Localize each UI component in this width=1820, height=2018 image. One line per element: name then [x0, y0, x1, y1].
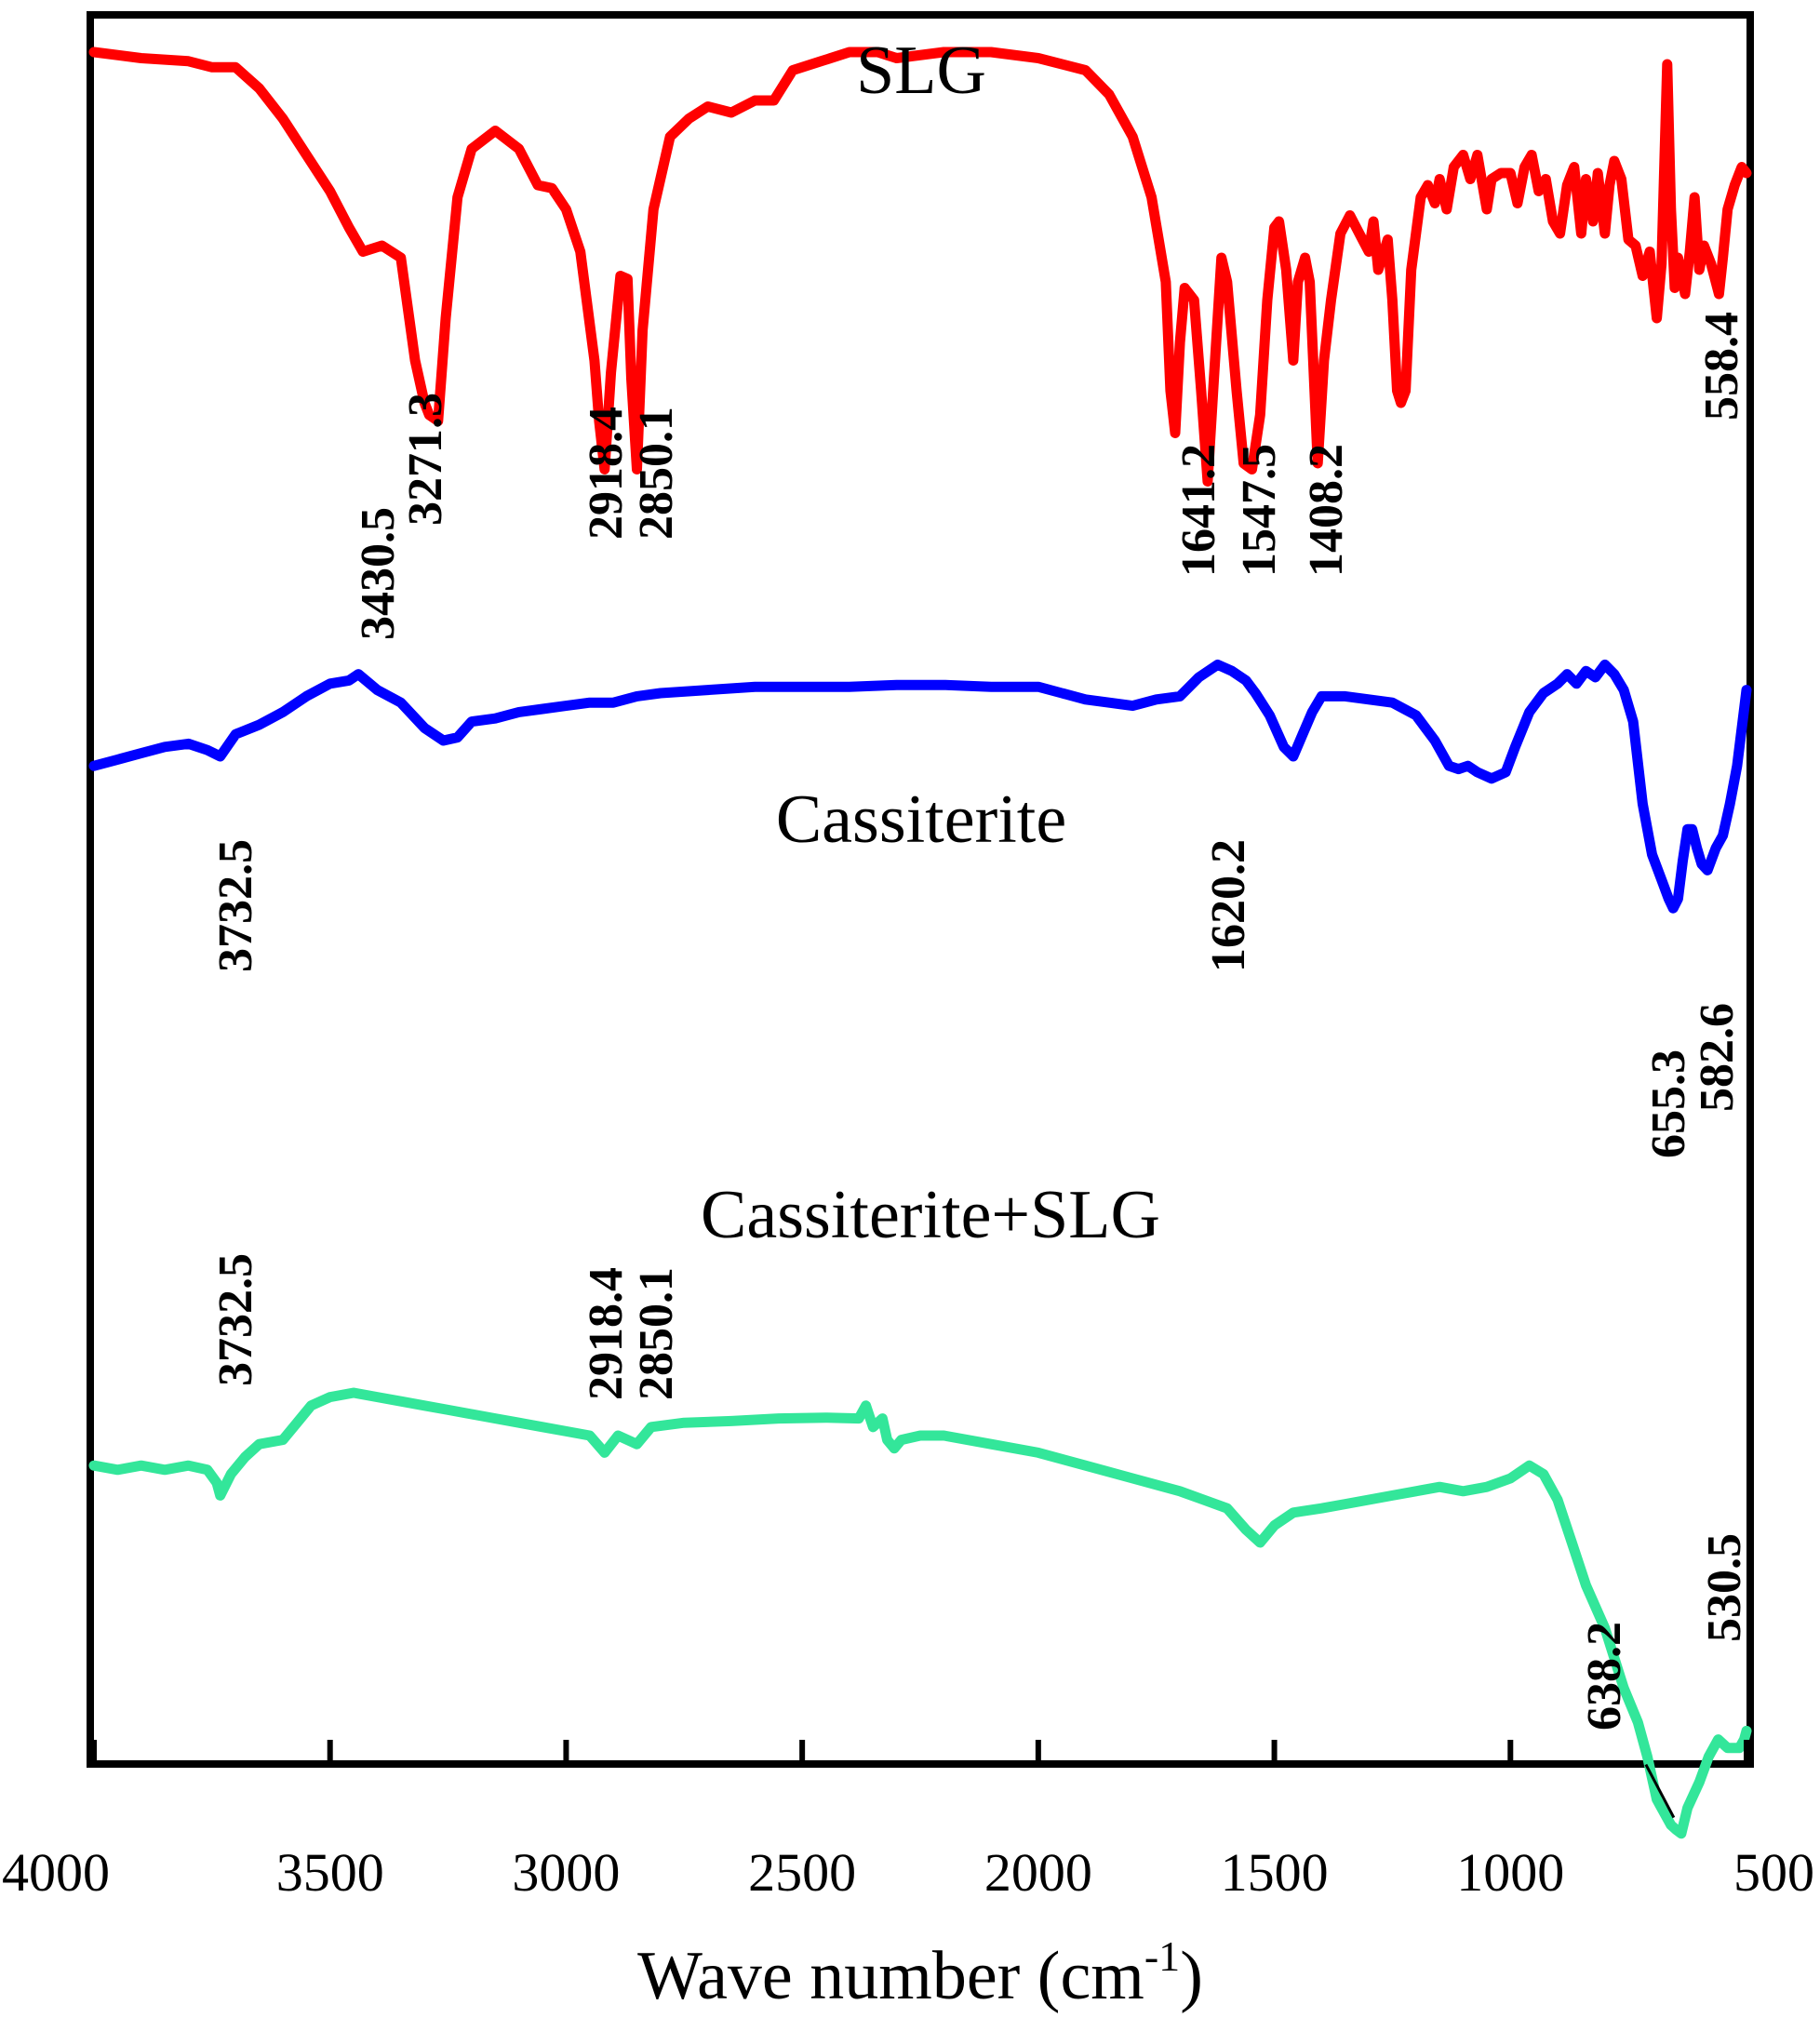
peak-label-slg-2850-1: 2850.1: [630, 407, 683, 540]
x-tick-label-4000: 4000: [2, 1842, 110, 1903]
x-tick-label-3000: 3000: [512, 1842, 620, 1903]
peak-label-slg-1408-2: 1408.2: [1300, 444, 1353, 577]
x-tick-label-1000: 1000: [1456, 1842, 1564, 1903]
peak-label-slg-1547-5: 1547.5: [1233, 444, 1286, 577]
x-axis-title-superscript: -1: [1144, 1932, 1180, 1980]
x-axis-title-close: ): [1180, 1938, 1203, 2014]
peak-label-cassiterite-slg-2850-1: 2850.1: [630, 1267, 683, 1400]
x-axis-title: Wave number (cm-1): [637, 1932, 1203, 2014]
x-tick-label-2000: 2000: [984, 1842, 1092, 1903]
series-title-slg: SLG: [856, 33, 986, 109]
x-tick-label-1500: 1500: [1221, 1842, 1329, 1903]
peak-label-cassiterite-slg-2918-4: 2918.4: [580, 1267, 633, 1400]
series-line-cassiterite: [88, 659, 1752, 914]
x-axis-title-main: Wave number (cm: [637, 1938, 1144, 2014]
series-line-cassiterite-slg: [88, 1387, 1752, 1839]
series-line-slg: [88, 47, 1752, 487]
x-axis-tick-labels: 4000 3500 3000 2500 2000 1500 1000 500: [2, 1842, 1814, 1903]
x-tick-label-3500: 3500: [276, 1842, 384, 1903]
peak-label-slg-1641-2: 1641.2: [1172, 444, 1225, 577]
peak-label-slg-2918-4: 2918.4: [580, 407, 633, 540]
peak-label-slg-3430-5: 3430.5: [352, 507, 405, 640]
leader-line-638-2: [1644, 1763, 1676, 1819]
peak-label-slg-3271-3: 3271.3: [399, 393, 452, 526]
peak-label-cassiterite-slg-3732-5: 3732.5: [209, 1253, 262, 1386]
series-titles: SLG Cassiterite Cassiterite+SLG: [701, 33, 1160, 1253]
peak-label-cassiterite-slg-530-5: 530.5: [1698, 1533, 1751, 1642]
peak-label-cassiterite-655-3: 655.3: [1642, 1049, 1695, 1158]
peak-label-cassiterite-slg-638-2: 638.2: [1578, 1622, 1631, 1731]
peak-label-cassiterite-1620-2: 1620.2: [1202, 839, 1255, 972]
plot-frame: [87, 11, 1754, 1768]
x-tick-label-2500: 2500: [748, 1842, 856, 1903]
x-axis-ticks: [91, 1740, 1749, 1760]
peak-label-cassiterite-3732-5: 3732.5: [209, 839, 262, 972]
peak-label-cassiterite-582-6: 582.6: [1691, 1003, 1744, 1112]
x-tick-label-500: 500: [1733, 1842, 1814, 1903]
series-title-cassiterite: Cassiterite: [776, 782, 1066, 858]
peak-label-slg-558-4: 558.4: [1695, 312, 1748, 421]
series-title-cassiterite-slg: Cassiterite+SLG: [701, 1177, 1160, 1253]
series-layer: [88, 47, 1752, 1839]
